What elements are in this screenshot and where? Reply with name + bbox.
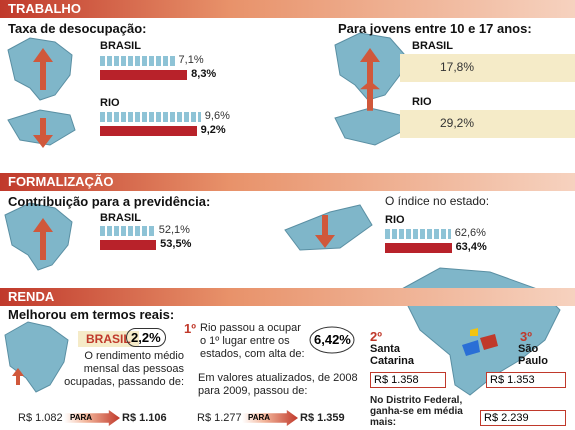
value-label: 62,6% <box>454 227 486 239</box>
value: R$ 1.106 <box>122 412 167 424</box>
title: O índice no estado: <box>385 194 490 208</box>
bar <box>100 70 188 80</box>
label: BRASIL <box>100 212 141 224</box>
bar <box>100 240 157 250</box>
bar <box>385 243 452 253</box>
value: R$ 1.277 <box>197 412 242 424</box>
text: Rio passou a ocupar o 1º lugar entre os … <box>200 322 305 360</box>
map-rio <box>334 107 406 146</box>
label: BRASIL <box>78 331 139 347</box>
text: O rendimento médio mensal das pessoas oc… <box>64 350 184 388</box>
value: R$ 1.358 <box>370 372 446 388</box>
rank: 1º <box>184 321 196 336</box>
value: R$ 1.353 <box>486 372 566 388</box>
value-label: 9,6% <box>204 110 230 122</box>
title: Taxa de desocupação: <box>8 21 147 36</box>
value: 6,42% <box>314 332 351 347</box>
value-label: 7,1% <box>178 54 204 66</box>
value-label: 52,1% <box>158 224 190 236</box>
title: Contribuição para a previdência: <box>8 194 211 209</box>
value: 29,2% <box>440 116 475 130</box>
label: RIO <box>412 96 432 108</box>
arrow-up <box>360 80 380 111</box>
value: 2,2% <box>126 328 166 347</box>
map-df <box>470 328 478 336</box>
arrow: PARA <box>242 410 298 426</box>
arrow-down <box>33 118 53 148</box>
value-label: 8,3% <box>191 68 217 80</box>
band <box>400 110 575 138</box>
value: R$ 1.082 <box>18 412 63 424</box>
title: Para jovens entre 10 e 17 anos: <box>338 21 532 36</box>
label: RIO <box>100 97 120 109</box>
label: RIO <box>385 214 405 226</box>
section-header: TRABALHO <box>0 0 575 18</box>
bar <box>385 229 451 239</box>
arrow-up <box>33 48 53 90</box>
arrow: PARA <box>64 410 120 426</box>
arrow-up <box>12 368 24 385</box>
label: São Paulo <box>518 343 548 367</box>
map-brasil <box>4 202 73 271</box>
value: R$ 1.359 <box>300 412 345 424</box>
arrow-down <box>315 215 335 248</box>
value: 17,8% <box>440 60 475 74</box>
arrow-up <box>360 48 380 90</box>
band <box>400 54 575 82</box>
map-brasil <box>4 321 69 393</box>
label: BRASIL <box>100 40 141 52</box>
label: Santa Catarina <box>370 343 415 367</box>
section-header: FORMALIZAÇÃO <box>0 173 575 191</box>
value-label: 63,4% <box>455 241 487 253</box>
text: No Distrito Federal, ganha-se em média m… <box>370 395 463 428</box>
bar <box>100 56 175 66</box>
arrow-up <box>33 218 53 260</box>
value: R$ 2.239 <box>480 410 566 426</box>
value-label: 9,2% <box>200 124 226 136</box>
bar <box>100 112 201 122</box>
oval <box>309 326 355 354</box>
map-rio <box>284 204 373 251</box>
bar <box>100 126 197 136</box>
section-header: RENDA <box>0 288 575 306</box>
title: Melhorou em termos reais: <box>8 307 175 322</box>
map-sp <box>480 334 498 350</box>
map-sc <box>462 340 480 356</box>
label: BRASIL <box>412 40 453 52</box>
rank: 2º <box>370 329 382 344</box>
value-label: 53,5% <box>160 238 192 250</box>
rank: 3º <box>520 329 532 344</box>
bar <box>100 226 155 236</box>
text: Em valores atualizados, de 2008 para 200… <box>198 372 358 397</box>
